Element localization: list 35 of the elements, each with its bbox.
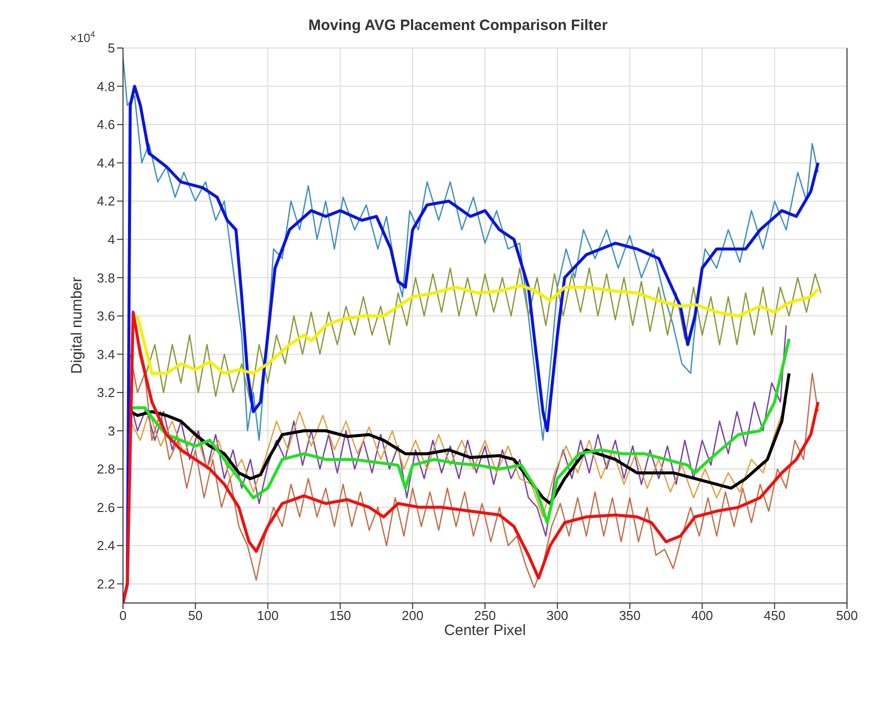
y-tick-label: 3.4 bbox=[96, 346, 115, 362]
y-tick-label: 2.2 bbox=[96, 576, 115, 592]
y-tick-label: 2.4 bbox=[96, 538, 115, 554]
x-tick-label: 200 bbox=[402, 608, 424, 624]
y-tick-label: 2.6 bbox=[96, 500, 115, 515]
x-tick-label: 50 bbox=[188, 608, 203, 624]
y-axis-title: Digital number bbox=[68, 277, 86, 374]
line-series bbox=[130, 401, 787, 518]
line-series bbox=[130, 354, 819, 588]
y-tick-label: 2.8 bbox=[96, 462, 115, 477]
x-tick-label: 150 bbox=[329, 608, 352, 624]
text: ×10$^{4}$ bbox=[70, 29, 96, 45]
x-tick-label: 300 bbox=[546, 608, 568, 624]
y-tick-label: 3.8 bbox=[96, 270, 115, 286]
y-tick-label: 4.8 bbox=[96, 78, 115, 94]
x-tick-label: 100 bbox=[256, 608, 279, 624]
x-tick-label: 450 bbox=[764, 608, 786, 624]
y-tick-label: 4.2 bbox=[96, 194, 115, 209]
y-tick-label: 3.2 bbox=[96, 385, 115, 400]
x-tick-label: 0 bbox=[119, 608, 127, 624]
y-tick-label: 4.6 bbox=[96, 117, 115, 132]
x-tick-label: 400 bbox=[691, 608, 714, 624]
line-series bbox=[136, 284, 820, 375]
x-tick-label: 350 bbox=[618, 608, 641, 624]
x-tick-label: 500 bbox=[836, 608, 858, 624]
y-tick-label: 5 bbox=[108, 40, 115, 56]
line-series bbox=[123, 56, 819, 441]
y-tick-label: 3 bbox=[108, 423, 115, 438]
x-axis-title: Center Pixel bbox=[444, 622, 526, 639]
y-tick-label: 4 bbox=[108, 232, 115, 247]
y-tick-label: 3.6 bbox=[96, 308, 115, 324]
chart-title: Moving AVG Placement Comparison Filter bbox=[308, 17, 608, 34]
line-series bbox=[123, 310, 820, 603]
x-tick-label: 250 bbox=[474, 608, 496, 624]
y-tick-label: 4.4 bbox=[96, 155, 115, 170]
